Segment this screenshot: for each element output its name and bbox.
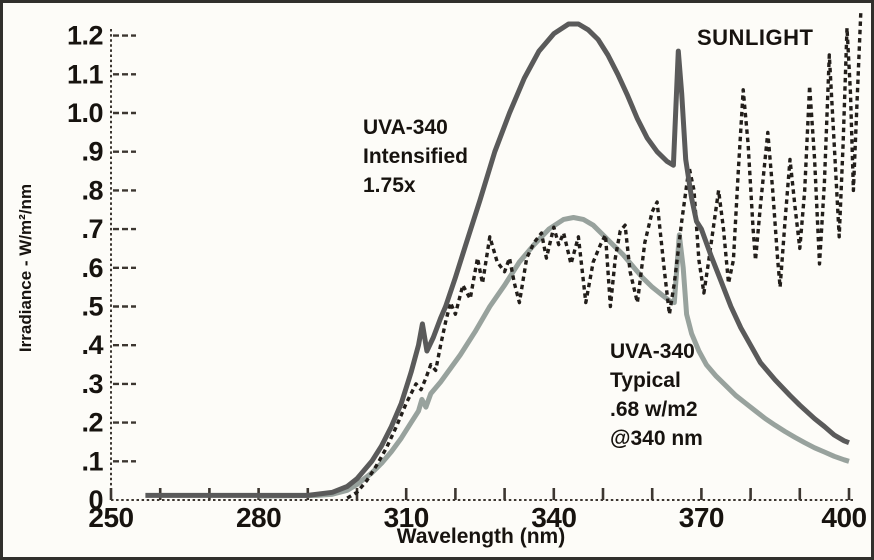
uva340-intensified-label: UVA-340 Intensified 1.75x [363,113,468,200]
y-tick-label-.4: .4 [81,330,103,360]
y-tick-label-.5: .5 [81,292,103,322]
series-curve-uva-340-intensified-1-75x [145,21,850,498]
x-tick-label-400: 400 [821,502,866,533]
typical-label-line4: @340 nm [610,427,703,450]
y-tick-label-.8: .8 [81,175,103,205]
uva340-typical-label: UVA-340 Typical .68 w/m2 @340 nm [610,337,703,453]
typical-label-line3: .68 w/m2 [610,398,698,421]
x-tick-label-310: 310 [384,502,429,533]
intensified-label-line1: UVA-340 [363,116,448,139]
series-curve-uva-340-typical-68-w-m2-340-nm [258,215,850,499]
x-tick-label-250: 250 [88,502,133,533]
x-tick-label-280: 280 [236,502,281,533]
typical-label-line2: Typical [610,369,681,392]
x-tick-label-340: 340 [531,502,576,533]
plot-area: 250 280 310 340 370 400 0 .1 .2 .3 .4 .5 .6 .7 .8 .9 1.0… [67,12,867,533]
typical-label-line1: UVA-340 [610,340,695,363]
y-tick-label-.3: .3 [81,369,103,399]
y-tick-label-.6: .6 [81,253,103,283]
y-axis-title: Irradiance - W/m²/nm [16,183,35,353]
y-tick-label-0: 0 [88,485,103,515]
y-tick-label-1.1: 1.1 [67,59,104,89]
y-tick-label-1.2: 1.2 [67,21,103,51]
intensified-label-line3: 1.75x [363,174,416,197]
x-axis-title: Wavelength (nm) [396,525,566,548]
intensified-label-line2: Intensified [363,145,469,168]
series-curve-sunlight [346,12,863,500]
y-tick-label-.7: .7 [81,214,103,244]
y-tick-label-.2: .2 [81,408,103,438]
y-tick-label-.1: .1 [81,446,103,476]
sunlight-series-label: SUNLIGHT [697,25,814,50]
y-tick-label-1.0: 1.0 [67,98,103,128]
y-tick-label-.9: .9 [81,137,103,167]
x-tick-label-370: 370 [679,502,724,533]
axes-lines [110,29,855,501]
